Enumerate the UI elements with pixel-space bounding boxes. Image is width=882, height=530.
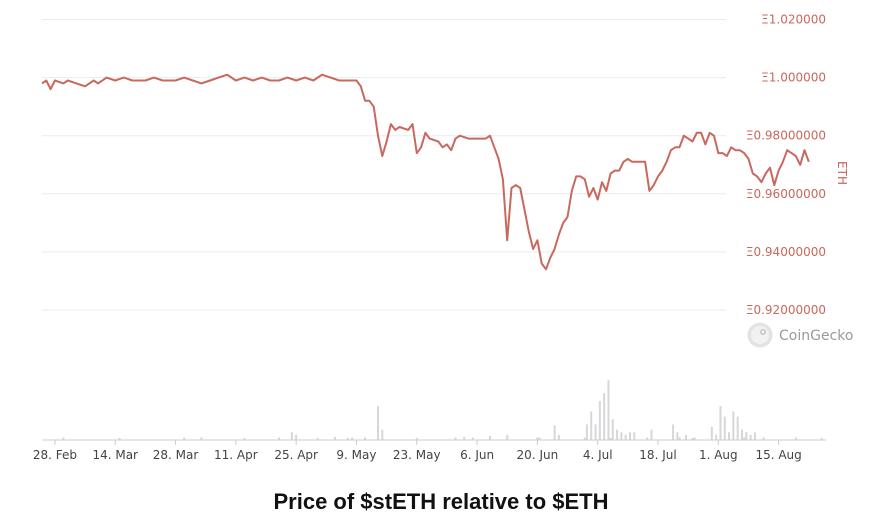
volume-bar — [536, 437, 539, 440]
volume-bar — [616, 429, 619, 440]
x-axis-ticks: 28. Feb 14. Mar 28. Mar 11. Apr 25. Apr 9. Ma… — [33, 440, 802, 462]
volume-bar — [557, 434, 560, 440]
volume-bar — [820, 437, 823, 440]
x-tick-label: 15. Aug — [755, 448, 801, 462]
x-tick-label: 25. Apr — [274, 448, 318, 462]
volume-bar — [715, 434, 718, 440]
watermark-text: CoinGecko — [779, 328, 853, 344]
volume-bar — [743, 437, 746, 440]
y-tick-label: Ξ0.92000000 — [746, 303, 826, 317]
volume-bar — [585, 424, 588, 440]
x-tick-label: 14. Mar — [92, 448, 138, 462]
volume-bar — [183, 437, 186, 440]
volume-bar — [629, 432, 631, 440]
price-line — [41, 73, 810, 271]
volume-bar — [723, 416, 726, 440]
volume-bar — [728, 432, 731, 440]
y-tick-label: Ξ1.000000 — [761, 71, 826, 85]
volume-bar — [691, 437, 694, 440]
volume-bar — [351, 437, 354, 440]
gridlines — [42, 19, 726, 311]
volume-bar — [243, 437, 246, 440]
coingecko-logo-icon — [747, 322, 773, 348]
volume-bar — [603, 393, 606, 440]
x-tick-label: 9. May — [336, 448, 376, 462]
volume-bar — [364, 437, 367, 440]
x-tick-label: 11. Apr — [214, 448, 258, 462]
volume-bar — [678, 437, 681, 440]
volume-bars — [62, 380, 823, 440]
coingecko-watermark: CoinGecko — [747, 322, 853, 348]
volume-bar — [624, 434, 627, 440]
x-tick-label: 23. May — [393, 448, 441, 462]
volume-bar — [598, 401, 601, 440]
volume-bar — [794, 437, 797, 440]
chart-caption: Price of $stETH relative to $ETH — [273, 489, 609, 514]
volume-bar — [454, 437, 457, 440]
volume-bar — [609, 437, 612, 440]
volume-bar — [646, 437, 649, 440]
y-tick-label: Ξ0.94000000 — [746, 245, 826, 259]
volume-bar — [553, 425, 556, 440]
volume-bar — [741, 429, 743, 440]
x-tick-label: 20. Jun — [517, 448, 559, 462]
volume-bar — [316, 437, 319, 440]
volume-bar — [710, 427, 713, 440]
volume-bar — [489, 435, 491, 440]
y-tick-label: Ξ1.020000 — [761, 13, 826, 27]
volume-bar — [538, 437, 541, 440]
volume-bar — [118, 437, 121, 440]
x-tick-label: 6. Jun — [460, 448, 494, 462]
volume-bar — [463, 436, 466, 440]
volume-bar — [594, 424, 597, 440]
volume-bar — [762, 437, 765, 440]
volume-bar — [62, 437, 65, 440]
volume-bar — [749, 434, 752, 440]
volume-bar — [277, 437, 280, 440]
volume-bar — [295, 434, 298, 440]
y-tick-label: Ξ0.98000000 — [746, 129, 826, 143]
volume-bar — [753, 432, 756, 440]
volume-bar — [745, 432, 748, 440]
volume-bar — [346, 437, 349, 440]
volume-bar — [471, 437, 474, 440]
x-tick-label: 4. Jul — [583, 448, 613, 462]
volume-bar — [693, 437, 696, 440]
volume-bar — [381, 429, 384, 440]
volume-bar — [333, 436, 336, 440]
x-tick-label: 28. Mar — [153, 448, 199, 462]
volume-bar — [290, 432, 293, 440]
volume-bar — [200, 437, 203, 440]
x-tick-label: 1. Aug — [699, 448, 738, 462]
x-tick-label: 28. Feb — [33, 448, 77, 462]
volume-bar — [732, 411, 735, 440]
y-axis-label: ETH — [835, 161, 849, 185]
volume-bar — [377, 406, 379, 440]
volume-bar — [685, 434, 687, 440]
volume-bar — [415, 437, 418, 440]
x-tick-label: 18. Jul — [639, 448, 676, 462]
volume-bar — [506, 434, 509, 440]
y-tick-label: Ξ0.96000000 — [746, 187, 826, 201]
volume-bar — [650, 429, 653, 440]
volume-bar — [633, 432, 636, 440]
volume-bar — [607, 380, 610, 440]
volume-bar — [590, 411, 593, 440]
volume-bar — [583, 437, 586, 440]
y-axis-ticks: Ξ1.020000 Ξ1.000000 Ξ0.98000000 Ξ0.96000000… — [746, 13, 826, 318]
volume-bar — [736, 416, 739, 440]
volume-bar — [676, 432, 679, 440]
volume-bar — [620, 432, 623, 440]
volume-bar — [611, 419, 614, 440]
volume-bar — [719, 406, 722, 440]
volume-bar — [672, 424, 675, 440]
